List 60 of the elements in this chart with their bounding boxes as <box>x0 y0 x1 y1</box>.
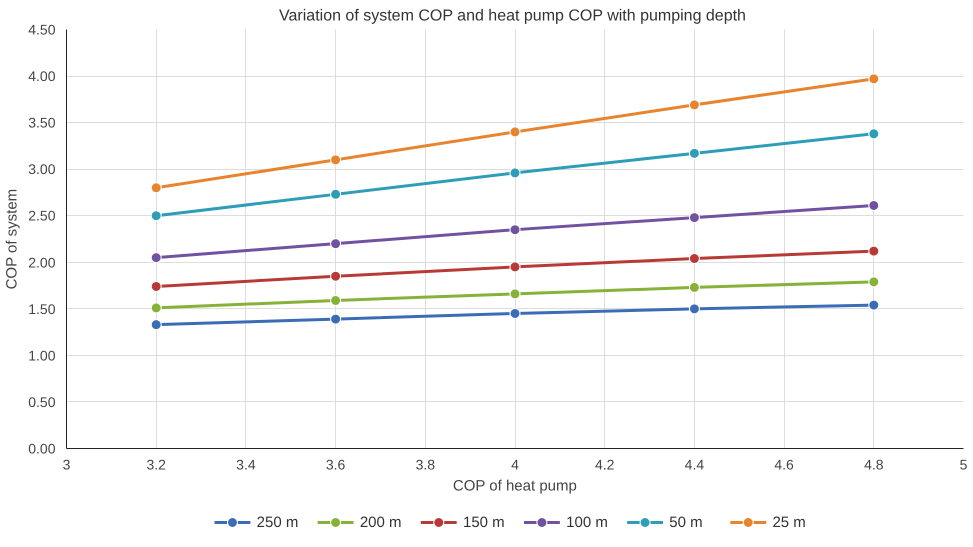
x-tick-label: 3.6 <box>326 456 346 472</box>
x-tick-label: 4 <box>511 456 520 472</box>
x-tick-label: 4.2 <box>594 456 615 472</box>
y-tick-label: 2.50 <box>28 208 56 224</box>
y-tick-label: 3.50 <box>28 114 56 131</box>
point <box>330 188 342 200</box>
legend-label: 100 m <box>566 514 608 531</box>
x-tick-label: 4.6 <box>774 456 794 472</box>
point <box>510 224 520 236</box>
point <box>330 294 342 306</box>
y-axis-title: COP of system <box>3 188 20 290</box>
x-tick-label: 4.8 <box>864 456 884 472</box>
x-tick-label: 3.8 <box>416 456 436 472</box>
point <box>150 319 162 330</box>
chart-title: Variation of system COP and heat pump COP with pumping depth <box>279 8 746 24</box>
point <box>868 128 880 140</box>
point <box>688 303 700 314</box>
x-tick-label: 3.2 <box>146 456 166 472</box>
point <box>330 238 342 250</box>
point <box>688 99 700 110</box>
point <box>688 282 700 293</box>
point <box>868 73 880 84</box>
point <box>510 126 520 138</box>
point <box>150 252 162 264</box>
point <box>868 200 880 211</box>
point <box>150 280 162 292</box>
y-tick-label: 3.00 <box>28 161 56 178</box>
point <box>330 270 342 282</box>
legend-label: 250 m <box>256 514 298 531</box>
point <box>150 302 162 314</box>
y-tick-label: 1.50 <box>28 300 56 317</box>
y-tick-label: 4.00 <box>28 68 56 84</box>
point <box>330 154 342 166</box>
point <box>510 167 520 178</box>
x-tick-label: 3 <box>62 456 71 472</box>
legend-label: 200 m <box>360 514 402 531</box>
legend-label: 25 m <box>772 514 806 531</box>
y-tick-label: 0.50 <box>28 394 56 410</box>
y-tick-label: 2.00 <box>28 254 56 270</box>
y-tick-label: 4.50 <box>28 22 56 38</box>
y-tick-label: 0.00 <box>28 440 56 456</box>
point <box>868 246 880 257</box>
point <box>150 210 162 222</box>
point <box>510 308 520 319</box>
point <box>150 182 162 194</box>
point <box>688 253 700 264</box>
legend-label: 50 m <box>669 514 703 531</box>
y-tick-label: 1.00 <box>28 347 56 364</box>
x-axis-title: COP of heat pump <box>452 478 577 494</box>
x-tick-label: 4.4 <box>684 456 704 472</box>
point <box>510 288 520 300</box>
point <box>330 314 342 325</box>
point <box>868 300 880 311</box>
point <box>510 261 520 272</box>
point <box>868 276 880 288</box>
legend-label: 150 m <box>462 514 505 531</box>
point <box>688 148 700 159</box>
point <box>688 212 700 224</box>
x-tick-label: 5 <box>960 456 968 472</box>
x-tick-label: 3.4 <box>236 456 256 472</box>
